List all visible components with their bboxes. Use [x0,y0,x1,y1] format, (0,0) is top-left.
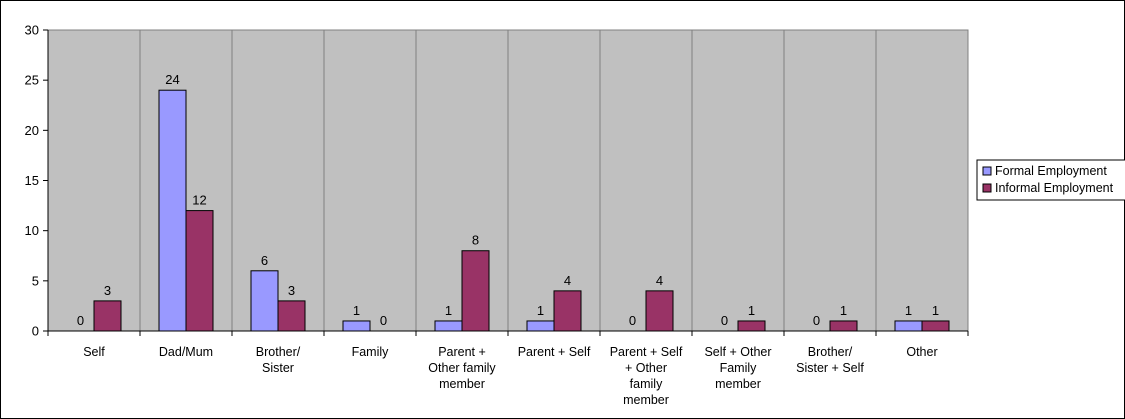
y-tick-label: 5 [32,273,39,288]
bar [829,320,858,332]
category-label-line: member [439,377,485,391]
legend-label: Formal Employment [995,164,1107,178]
category-label: Dad/Mum [159,345,213,359]
data-label: 0 [813,313,820,328]
bar [185,210,214,332]
data-label: 1 [932,303,939,318]
category-label: Brother/Sister + Self [796,345,864,375]
category-label-line: Brother/ [808,345,853,359]
category-label-line: member [715,377,761,391]
data-label: 6 [261,253,268,268]
category-label-line: Family [720,361,758,375]
y-tick-label: 30 [25,23,39,38]
category-label: Family [352,345,390,359]
category-label-line: Sister [262,361,294,375]
category-label-line: Other family [428,361,496,375]
category-label-line: member [623,393,669,407]
category-label: Other [906,345,937,359]
data-label: 1 [353,303,360,318]
data-label: 8 [472,233,479,248]
category-label-line: Other [906,345,937,359]
bar [158,89,187,332]
data-label: 3 [104,283,111,298]
data-label: 4 [564,273,571,288]
bar [277,300,306,332]
category-label: Parent + Other family member [428,345,496,391]
legend-swatch [982,183,992,193]
y-tick-label: 25 [25,73,39,88]
legend-swatch [982,166,992,176]
bar [93,300,122,332]
bar [645,290,674,332]
bar [461,250,490,332]
category-label-line: Dad/Mum [159,345,213,359]
data-label: 0 [721,313,728,328]
category-label: Brother/Sister [256,345,301,375]
y-tick-label: 15 [25,173,39,188]
bar [526,320,555,332]
legend-label: Informal Employment [995,181,1114,195]
category-label-line: Parent + Self [518,345,591,359]
data-label: 0 [77,313,84,328]
bar [737,320,766,332]
y-tick-label: 0 [32,324,39,339]
data-label: 12 [192,193,206,208]
category-label-line: Self + Other [704,345,771,359]
data-label: 4 [656,273,663,288]
bar [921,320,950,332]
bar [250,270,279,332]
data-label: 1 [748,303,755,318]
bar [434,320,463,332]
category-label: Parent + Self [518,345,591,359]
category-label: Self [83,345,105,359]
category-label-line: Parent + Self [610,345,683,359]
category-label: Self + Other Family member [704,345,771,391]
category-label-line: Brother/ [256,345,301,359]
y-tick-label: 20 [25,123,39,138]
bar [894,320,923,332]
category-label-line: Sister + Self [796,361,864,375]
category-label-line: + Other [625,361,667,375]
bar [342,320,371,332]
data-label: 3 [288,283,295,298]
data-label: 24 [165,72,179,87]
category-label-line: Family [352,345,390,359]
data-label: 0 [380,313,387,328]
legend [976,159,1125,201]
category-label-line: Self [83,345,105,359]
category-label-line: family [630,377,663,391]
data-label: 1 [905,303,912,318]
category-label-line: Parent + [438,345,486,359]
y-tick-label: 10 [25,223,39,238]
category-label: Parent + Self + Other family member [610,345,683,407]
data-label: 1 [537,303,544,318]
data-label: 0 [629,313,636,328]
data-label: 1 [445,303,452,318]
data-label: 1 [840,303,847,318]
bar [553,290,582,332]
